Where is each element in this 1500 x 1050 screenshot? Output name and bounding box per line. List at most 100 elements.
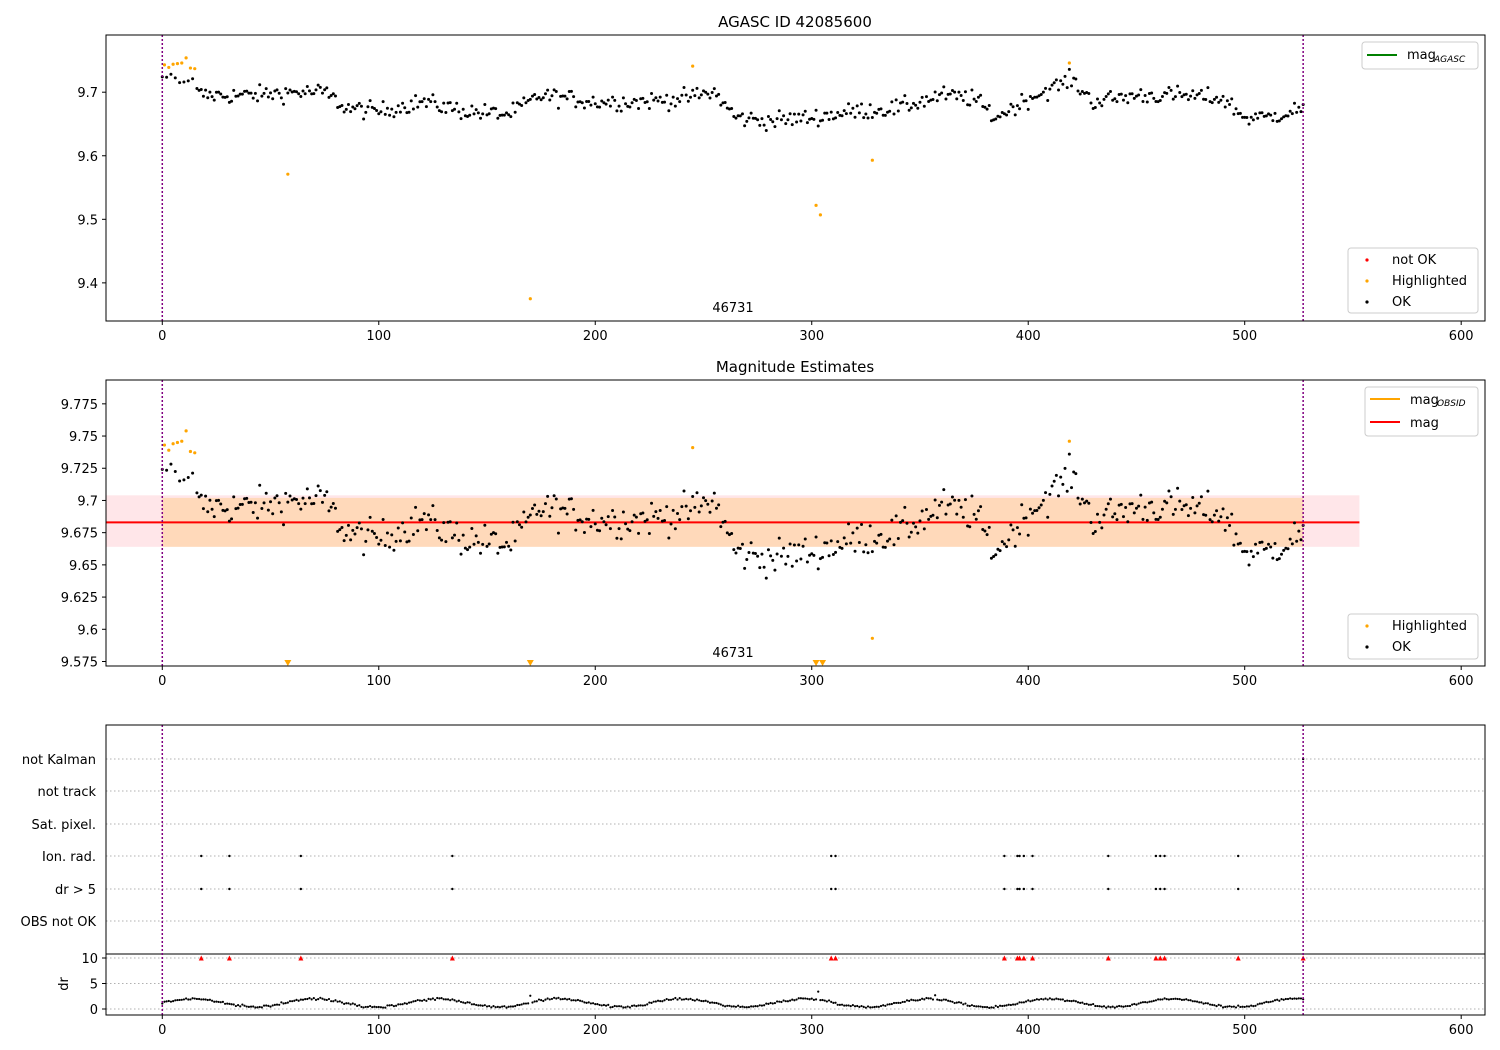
panel2-title: Magnitude Estimates [716, 358, 874, 376]
dr-point [676, 998, 679, 1001]
dr-point [507, 1005, 510, 1008]
dr-point [366, 1005, 370, 1008]
p1-ok-point [479, 116, 483, 120]
p1-ok-point [1243, 115, 1247, 119]
p1-xtick-label: 500 [1232, 329, 1257, 344]
p1-ok-point [530, 94, 534, 98]
p2-ok-point [407, 539, 411, 543]
p2-ok-point [258, 483, 262, 487]
dr-point [615, 1005, 619, 1008]
dr-point [427, 997, 430, 1000]
p1-ok-point [522, 96, 526, 100]
p2-ok-point [204, 494, 208, 498]
dr-point [282, 1002, 285, 1005]
dr-point [1185, 998, 1188, 1001]
dr-point [786, 1000, 790, 1003]
dr-point [1109, 1006, 1112, 1009]
p1-ok-point [381, 100, 385, 104]
p2-ok-point [989, 556, 993, 560]
dr-point [985, 1005, 989, 1009]
p1-ok-point [1247, 122, 1251, 126]
p1-ok-point [483, 102, 487, 106]
p2-ok-point [905, 521, 909, 525]
p2-ok-point [1059, 475, 1063, 479]
dr-point [306, 997, 309, 1001]
p2-ok-point [706, 502, 710, 506]
dr-point [988, 1006, 991, 1010]
p1-ok-point [1295, 110, 1299, 114]
p1-ok-point [963, 90, 967, 94]
dr-point [669, 998, 673, 1001]
dr-point [611, 1005, 614, 1009]
dr-point [983, 1005, 987, 1009]
p1-ok-point [1150, 91, 1154, 95]
dr-point [659, 1000, 662, 1003]
dr-point [412, 1000, 415, 1003]
p2-ok-point [851, 531, 855, 535]
legend-mag-agasc-sub: AGASC [1433, 55, 1466, 65]
dr-point [1137, 1002, 1140, 1005]
p2-highlighted-point [184, 429, 188, 433]
p2-ok-point [953, 498, 957, 502]
dr-point [347, 1002, 350, 1005]
p2-ok-point [366, 528, 370, 532]
dr-point [600, 1004, 603, 1007]
p2-ok-point [333, 506, 337, 510]
p2-ok-point [756, 554, 760, 558]
dr-point [719, 1003, 722, 1006]
p1-ok-point [671, 95, 675, 99]
p2-ok-point [539, 514, 543, 518]
dr-point [169, 1000, 173, 1003]
p1-ok-point [433, 100, 437, 104]
p2-ok-point [842, 536, 846, 540]
p1-ok-point [773, 125, 777, 129]
dr-point [1135, 1003, 1138, 1006]
p1-ok-point [617, 104, 621, 108]
dr-point [189, 998, 192, 1001]
p1-ok-point [450, 109, 454, 113]
p2-ok-point [1121, 515, 1125, 519]
dr-point [462, 1001, 465, 1004]
p1-highlighted-point [1067, 61, 1071, 65]
p1-ok-point [368, 99, 372, 103]
p2-ok-point [764, 576, 768, 580]
p1-ok-point [976, 95, 980, 99]
p2-ok-point [894, 514, 898, 518]
dr-point [1247, 1005, 1251, 1008]
dr-point [371, 1006, 374, 1009]
p2-ok-point [1173, 507, 1177, 511]
p1-ok-point [1011, 105, 1015, 109]
p1-ok-point [914, 103, 918, 107]
p2-ok-point [461, 533, 465, 537]
p1-ok-point [1132, 96, 1136, 100]
p1-ok-point [695, 86, 699, 90]
p2-ok-point [758, 566, 762, 570]
p1-ok-point [1228, 103, 1232, 107]
p2-ok-point [602, 520, 606, 524]
p2-ok-point [959, 505, 963, 509]
dr-point [752, 1005, 755, 1008]
flag-point [1237, 854, 1240, 858]
p1-ok-point [689, 95, 693, 99]
p1-ok-point [496, 116, 500, 120]
dr-point [249, 1005, 253, 1008]
p1-ok-point [684, 93, 688, 97]
p2-ok-point [1295, 539, 1299, 543]
p2-ok-point [613, 515, 617, 519]
p2-ok-point [892, 543, 896, 547]
p1-ok-point [262, 91, 266, 95]
p1-ok-point [994, 117, 998, 121]
p2-ok-point [641, 511, 645, 515]
dr-point [193, 997, 196, 1000]
p2-ok-point [450, 536, 454, 540]
dr-point [1115, 1005, 1119, 1008]
p1-ok-point [866, 116, 870, 120]
flag-point [1016, 887, 1019, 891]
p2-ok-point [1212, 513, 1216, 517]
p1-ok-point [1050, 83, 1054, 87]
p2-ok-point [1100, 526, 1104, 530]
p2-ok-point [245, 496, 249, 500]
p2-ok-point [775, 552, 779, 556]
p2-ok-point [409, 516, 413, 520]
dr-point [830, 1000, 833, 1003]
